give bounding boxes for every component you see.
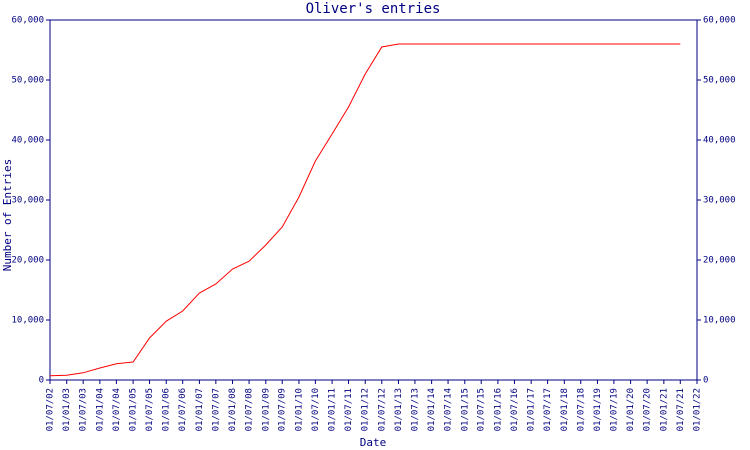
x-tick-label: 01/07/08 bbox=[245, 388, 255, 431]
x-tick-label: 01/01/13 bbox=[394, 388, 404, 431]
x-tick-label: 01/01/20 bbox=[626, 388, 636, 431]
x-tick-label: 01/01/21 bbox=[659, 388, 669, 431]
x-tick-label: 01/01/18 bbox=[560, 388, 570, 431]
y-tick-label: 50,000 bbox=[11, 76, 44, 86]
x-tick-label: 01/07/18 bbox=[576, 388, 586, 431]
y-tick-label: 10,000 bbox=[11, 316, 44, 326]
x-tick-label: 01/01/12 bbox=[361, 388, 371, 431]
x-tick-label: 01/07/03 bbox=[79, 388, 89, 431]
x-tick-label: 01/01/16 bbox=[493, 388, 503, 431]
y2-tick-label: 50,000 bbox=[703, 76, 736, 86]
y-tick-label: 30,000 bbox=[11, 196, 44, 206]
x-tick-label: 01/01/17 bbox=[527, 388, 537, 431]
y2-tick-label: 40,000 bbox=[703, 136, 736, 146]
x-tick-label: 01/07/02 bbox=[46, 388, 56, 431]
x-tick-label: 01/01/22 bbox=[693, 388, 703, 431]
x-tick-label: 01/01/11 bbox=[328, 388, 338, 431]
x-tick-label: 01/07/07 bbox=[211, 388, 221, 431]
x-tick-label: 01/01/15 bbox=[460, 388, 470, 431]
x-tick-label: 01/01/14 bbox=[427, 388, 437, 431]
x-tick-label: 01/01/08 bbox=[228, 388, 238, 431]
y-axis-label: Number of Entries bbox=[1, 159, 14, 272]
x-tick-label: 01/07/10 bbox=[311, 388, 321, 431]
y-tick-label: 60,000 bbox=[11, 16, 44, 26]
y-tick-label: 0 bbox=[39, 376, 44, 386]
x-tick-label: 01/01/04 bbox=[95, 388, 105, 431]
chart-title: Oliver's entries bbox=[306, 1, 441, 17]
y2-tick-label: 60,000 bbox=[703, 16, 736, 26]
x-tick-label: 01/01/07 bbox=[195, 388, 205, 431]
y-tick-label: 40,000 bbox=[11, 136, 44, 146]
x-tick-label: 01/07/12 bbox=[377, 388, 387, 431]
x-tick-label: 01/01/03 bbox=[62, 388, 72, 431]
x-tick-label: 01/07/15 bbox=[477, 388, 487, 431]
x-tick-label: 01/07/19 bbox=[609, 388, 619, 431]
y2-tick-label: 0 bbox=[703, 376, 708, 386]
x-tick-label: 01/01/05 bbox=[129, 388, 139, 431]
x-tick-label: 01/07/04 bbox=[112, 388, 122, 431]
x-tick-label: 01/07/20 bbox=[643, 388, 653, 431]
y2-tick-label: 30,000 bbox=[703, 196, 736, 206]
x-tick-label: 01/01/06 bbox=[162, 388, 172, 431]
x-tick-label: 01/07/17 bbox=[543, 388, 553, 431]
x-tick-label: 01/07/11 bbox=[344, 388, 354, 431]
x-tick-label: 01/01/19 bbox=[593, 388, 603, 431]
x-tick-label: 01/01/09 bbox=[261, 388, 271, 431]
x-tick-label: 01/07/09 bbox=[278, 388, 288, 431]
x-tick-label: 01/07/05 bbox=[145, 388, 155, 431]
x-tick-label: 01/01/10 bbox=[294, 388, 304, 431]
y2-tick-label: 10,000 bbox=[703, 316, 736, 326]
plot-frame bbox=[49, 19, 698, 381]
x-tick-label: 01/07/13 bbox=[410, 388, 420, 431]
x-tick-label: 01/07/21 bbox=[676, 388, 686, 431]
x-tick-label: 01/07/16 bbox=[510, 388, 520, 431]
x-tick-label: 01/07/14 bbox=[444, 388, 454, 431]
x-axis-label: Date bbox=[360, 436, 387, 449]
y2-tick-label: 20,000 bbox=[703, 256, 736, 266]
data-line bbox=[49, 43, 681, 377]
y-tick-label: 20,000 bbox=[11, 256, 44, 266]
x-tick-label: 01/07/06 bbox=[178, 388, 188, 431]
